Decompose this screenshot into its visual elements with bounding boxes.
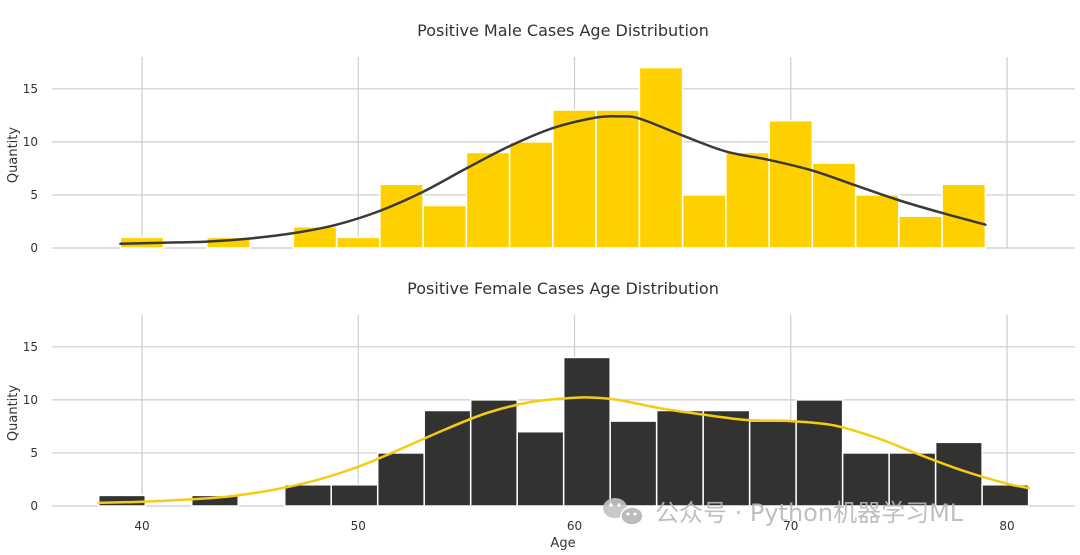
chart-title-female: Positive Female Cases Age Distribution [407,279,719,298]
kde-line-male [119,114,987,246]
bars-female [98,356,1030,507]
x-tick-label-80: 80 [999,519,1014,533]
bar-male-11 [681,194,727,249]
bar-female-12 [748,420,797,507]
y-tick-label-male-0: 0 [30,241,38,255]
wechat-icon [603,498,644,526]
y-tick-label-male-10: 10 [23,135,38,149]
bar-female-7 [516,430,565,507]
x-tick-label-50: 50 [351,519,366,533]
bar-female-10 [655,409,704,507]
bar-female-8 [562,356,611,507]
bar-female-9 [609,420,658,507]
x-ticks-female: 40 50 60 70 80 [134,519,1014,533]
bar-male-8 [552,109,597,249]
y-tick-label-male-15: 15 [23,82,38,96]
watermark: 公众号 · Python机器学习ML [603,498,964,527]
bar-male-16 [898,215,943,249]
x-tick-label-40: 40 [134,519,149,533]
bar-male-6 [465,151,511,249]
bar-male-13 [768,119,814,249]
bar-female-6 [469,399,518,507]
y-axis-label-female: Quantity [6,385,21,441]
bar-female-4 [376,452,425,507]
bar-female-11 [702,409,751,507]
female-age-histogram: Positive Female Cases Age Distribution Q… [6,279,1075,551]
x-axis-label: Age [550,536,575,551]
bar-female-3 [330,484,379,507]
bar-male-14 [811,162,857,249]
y-tick-label-female-15: 15 [23,340,38,354]
bar-female-1 [190,494,239,507]
bar-female-2 [283,484,332,507]
y-axis-label-male: Quantity [6,127,21,183]
bar-female-14 [841,452,890,507]
bar-male-9 [595,109,641,249]
bar-female-17 [981,484,1030,507]
chart-title-male: Positive Male Cases Age Distribution [417,21,709,40]
y-tick-label-female-0: 0 [30,499,38,513]
bar-male-3 [335,236,381,249]
bar-male-15 [854,194,900,249]
x-tick-label-70: 70 [783,519,798,533]
y-tick-label-male-5: 5 [30,188,38,202]
bar-male-5 [422,204,468,249]
bar-male-17 [941,183,987,249]
bars-male [119,66,987,249]
male-age-histogram: Positive Male Cases Age Distribution Qua… [6,21,1075,255]
bar-male-12 [725,151,770,249]
bar-female-5 [423,409,472,507]
y-tick-label-female-5: 5 [30,446,38,460]
y-ticks-male: 0 5 10 15 [23,82,38,255]
watermark-text: 公众号 · Python机器学习ML [655,499,964,527]
kde-curve-female [97,396,1030,505]
kde-curve-male [119,114,987,246]
y-tick-label-female-10: 10 [23,393,38,407]
kde-line-female [97,396,1030,505]
bar-male-10 [638,66,684,249]
bar-male-7 [508,141,554,249]
x-tick-label-60: 60 [567,519,582,533]
bar-female-13 [795,399,844,507]
y-ticks-female: 0 5 10 15 [23,340,38,513]
